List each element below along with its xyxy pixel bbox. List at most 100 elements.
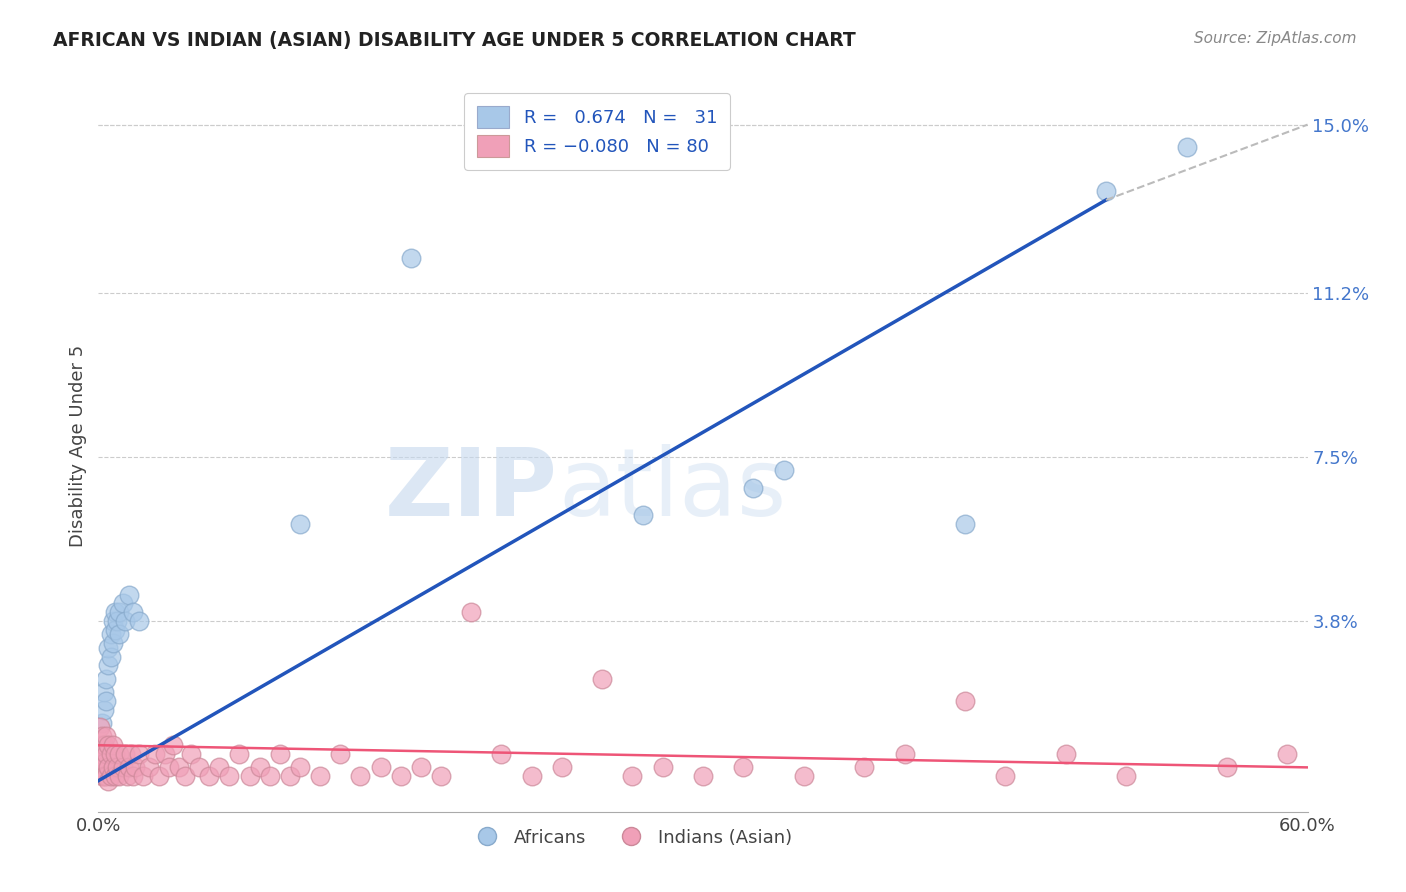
Point (198, 769, 221, 783)
Point (103, 605, 125, 619)
Point (994, 769, 1017, 783)
Point (143, 747, 166, 761)
Point (89, 760, 111, 774)
Point (180, 747, 202, 761)
Point (101, 738, 124, 752)
Point (793, 769, 815, 783)
Point (409, 760, 432, 774)
Point (105, 760, 128, 774)
Point (162, 738, 184, 752)
Point (430, 769, 453, 783)
Point (132, 769, 155, 783)
Point (309, 769, 332, 783)
Point (114, 747, 136, 761)
Point (89, 747, 111, 761)
Point (97, 640, 120, 655)
Point (138, 760, 160, 774)
Point (228, 747, 250, 761)
Point (100, 649, 122, 664)
Point (153, 747, 176, 761)
Point (93, 685, 115, 699)
Point (100, 769, 122, 783)
Point (1175, 140, 1198, 154)
Point (621, 769, 644, 783)
Point (631, 508, 654, 522)
Point (89, 738, 111, 752)
Point (551, 760, 574, 774)
Point (115, 769, 138, 783)
Point (121, 769, 143, 783)
Y-axis label: Disability Age Under 5: Disability Age Under 5 (69, 345, 87, 547)
Point (218, 769, 240, 783)
Point (853, 760, 876, 774)
Point (103, 623, 125, 637)
Point (93, 756, 115, 770)
Point (97, 658, 120, 673)
Point (389, 769, 412, 783)
Point (96, 672, 118, 686)
Point (97, 738, 120, 752)
Point (107, 605, 129, 619)
Point (100, 627, 122, 641)
Point (114, 614, 136, 628)
Point (953, 694, 976, 708)
Text: ZIP: ZIP (385, 444, 558, 536)
Point (97, 773, 120, 788)
Point (733, 760, 755, 774)
Point (120, 747, 142, 761)
Point (288, 760, 311, 774)
Point (101, 760, 124, 774)
Point (460, 605, 482, 619)
Point (91, 769, 114, 783)
Point (167, 760, 190, 774)
Point (97, 760, 120, 774)
Point (692, 769, 714, 783)
Point (157, 760, 180, 774)
Point (349, 769, 371, 783)
Point (491, 747, 513, 761)
Point (953, 516, 976, 531)
Point (107, 769, 129, 783)
Point (1277, 747, 1299, 761)
Point (269, 747, 291, 761)
Text: atlas: atlas (558, 444, 786, 536)
Point (174, 769, 197, 783)
Point (329, 747, 352, 761)
Point (101, 636, 124, 650)
Point (111, 760, 134, 774)
Point (651, 760, 673, 774)
Point (105, 614, 128, 628)
Point (91, 716, 114, 731)
Point (107, 627, 129, 641)
Point (118, 587, 141, 601)
Point (742, 481, 765, 495)
Point (101, 614, 124, 628)
Point (103, 769, 125, 783)
Point (96, 730, 118, 744)
Point (1216, 760, 1239, 774)
Point (148, 769, 170, 783)
Point (91, 730, 114, 744)
Point (124, 760, 146, 774)
Point (1115, 769, 1137, 783)
Point (278, 769, 301, 783)
Point (89, 721, 111, 735)
Text: Source: ZipAtlas.com: Source: ZipAtlas.com (1194, 31, 1357, 46)
Point (96, 769, 118, 783)
Point (100, 747, 122, 761)
Point (96, 747, 118, 761)
Point (118, 760, 141, 774)
Point (259, 769, 281, 783)
Text: AFRICAN VS INDIAN (ASIAN) DISABILITY AGE UNDER 5 CORRELATION CHART: AFRICAN VS INDIAN (ASIAN) DISABILITY AGE… (53, 31, 856, 50)
Point (111, 596, 134, 610)
Point (96, 694, 118, 708)
Point (1095, 184, 1118, 198)
Legend: Africans, Indians (Asian): Africans, Indians (Asian) (461, 822, 800, 854)
Point (591, 672, 613, 686)
Point (399, 251, 422, 265)
Point (107, 747, 129, 761)
Point (208, 760, 231, 774)
Point (370, 760, 392, 774)
Point (772, 463, 794, 477)
Point (288, 516, 311, 531)
